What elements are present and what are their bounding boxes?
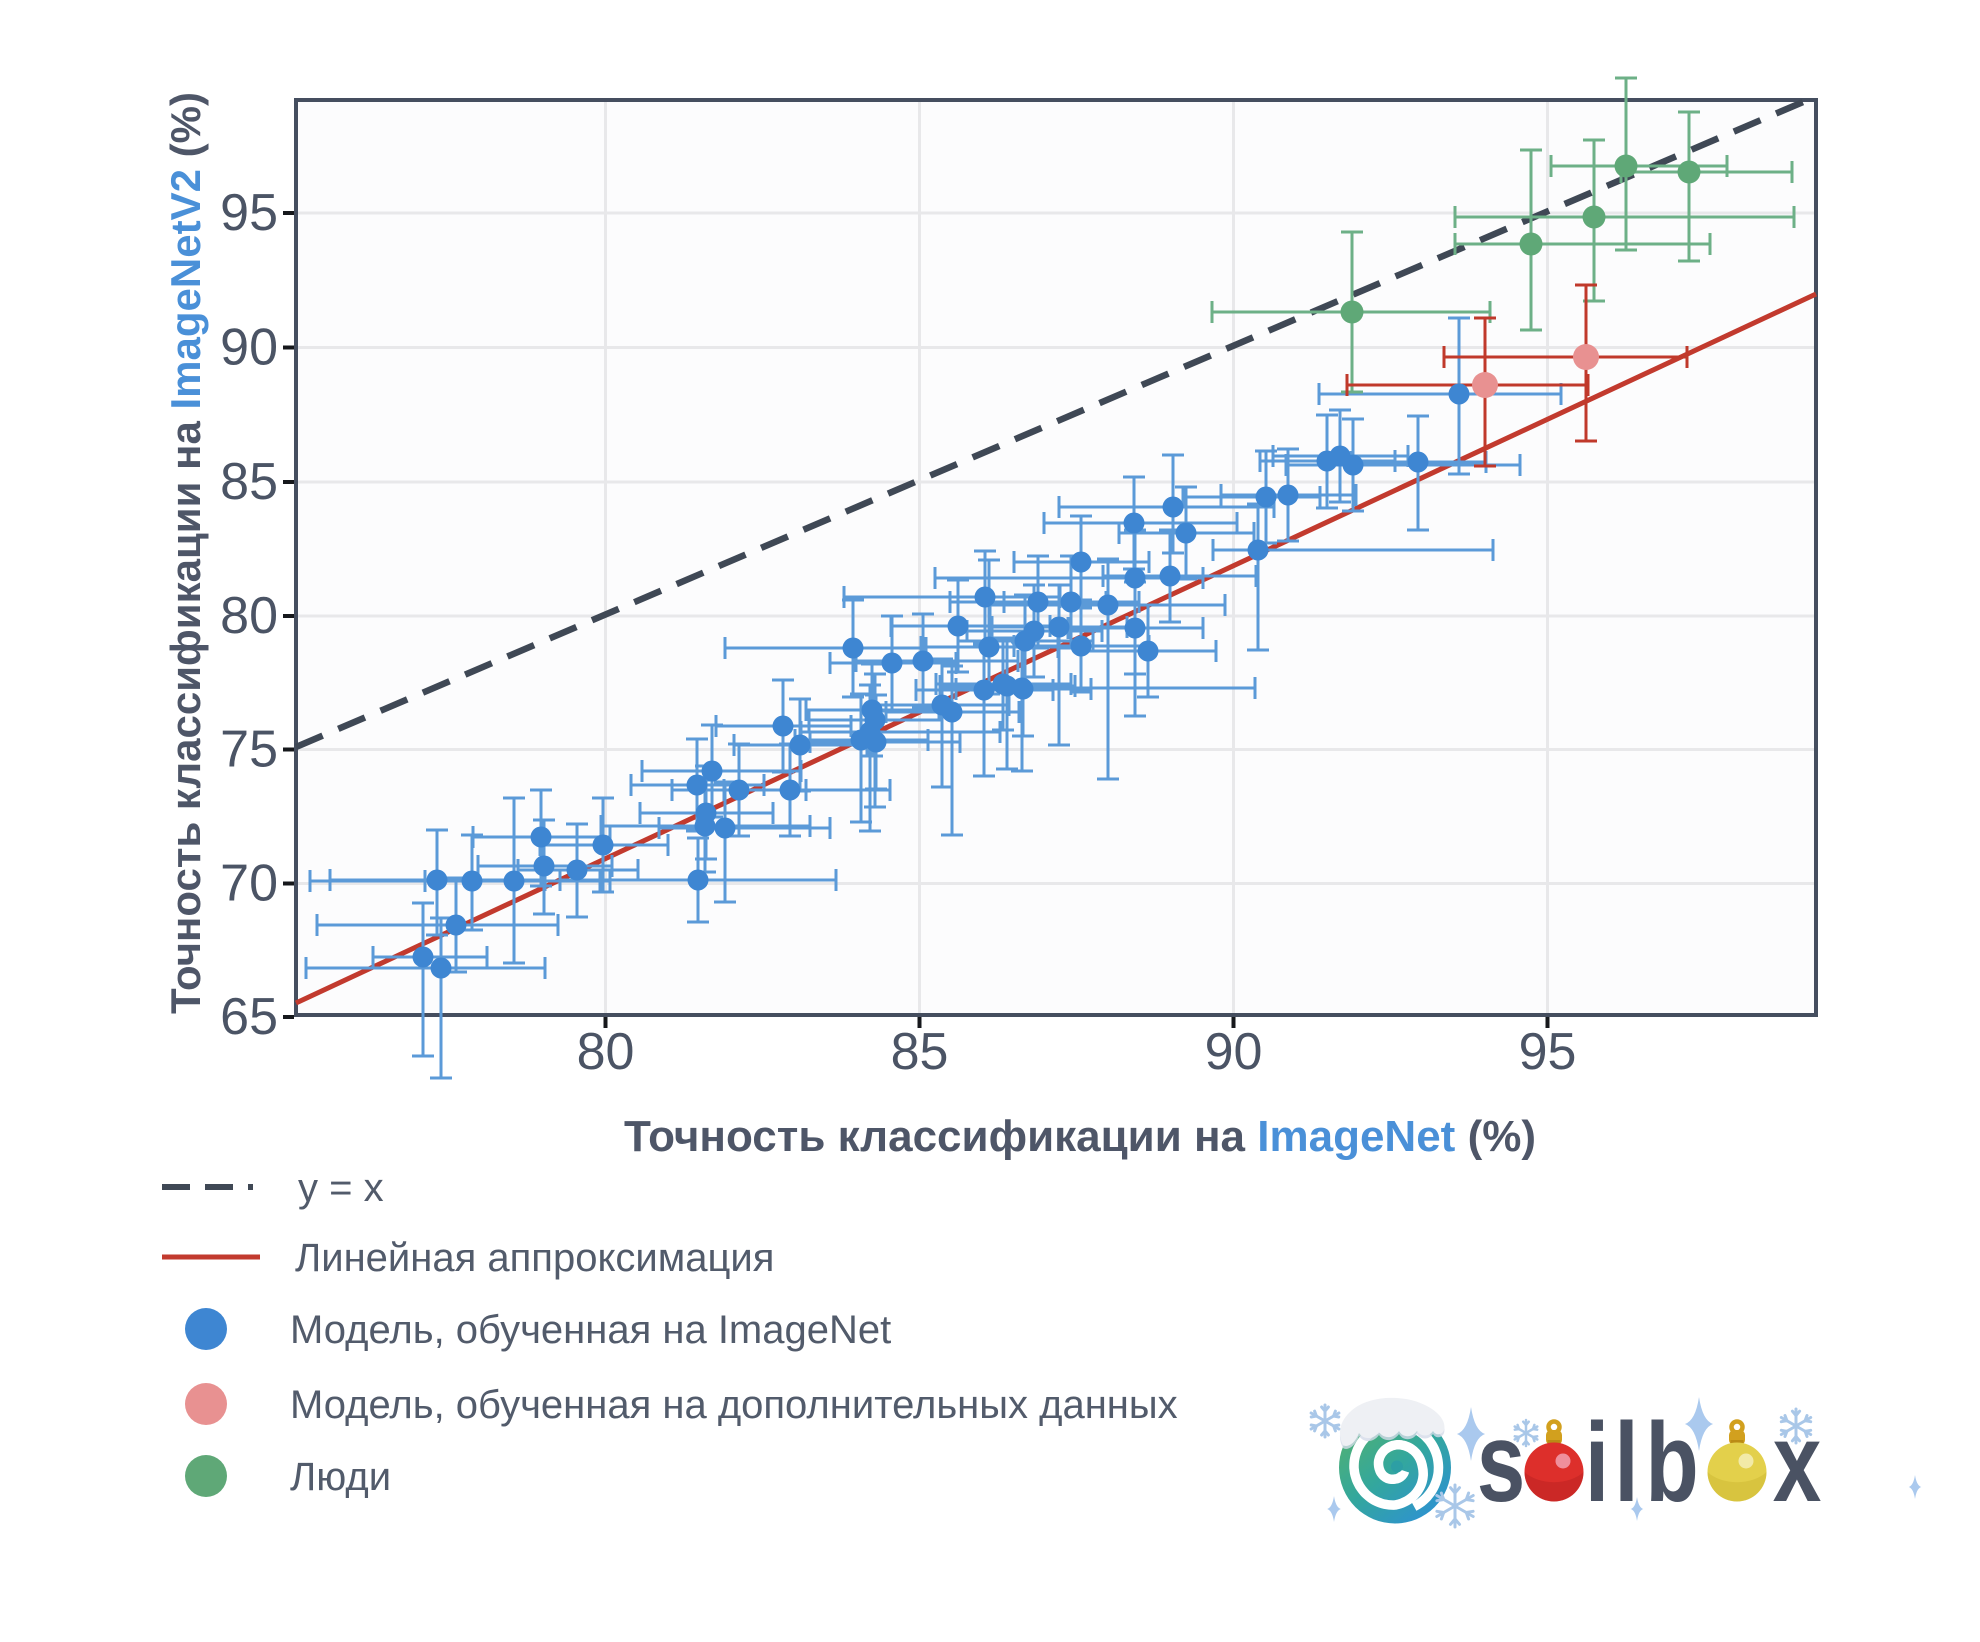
- svg-text:Точность классификации на Imag: Точность классификации на ImageNetV2 (%): [162, 92, 209, 1014]
- svg-text:Люди: Люди: [290, 1455, 391, 1499]
- svg-text:90: 90: [1205, 1023, 1263, 1081]
- svg-text:85: 85: [891, 1023, 949, 1081]
- svg-text:95: 95: [220, 184, 278, 242]
- svg-text:i: i: [1585, 1401, 1609, 1526]
- svg-text:95: 95: [1519, 1023, 1577, 1081]
- svg-text:75: 75: [220, 721, 278, 779]
- svg-text:b: b: [1645, 1401, 1698, 1526]
- svg-text:85: 85: [220, 453, 278, 511]
- svg-text:Точность классификации на Imag: Точность классификации на ImageNet (%): [624, 1112, 1536, 1161]
- svg-text:Модель, обученная на ImageNet: Модель, обученная на ImageNet: [290, 1308, 891, 1352]
- svg-text:y = x: y = x: [298, 1166, 384, 1210]
- svg-text:80: 80: [577, 1023, 635, 1081]
- svg-text:Модель, обученная на дополните: Модель, обученная на дополнительных данн…: [290, 1383, 1178, 1427]
- svg-text:s: s: [1477, 1401, 1526, 1526]
- svg-text:65: 65: [220, 988, 278, 1046]
- svg-text:Линейная аппроксимация: Линейная аппроксимация: [295, 1236, 774, 1280]
- svg-text:70: 70: [220, 855, 278, 913]
- svg-text:l: l: [1614, 1401, 1638, 1526]
- svg-text:90: 90: [220, 319, 278, 377]
- svg-text:80: 80: [220, 587, 278, 645]
